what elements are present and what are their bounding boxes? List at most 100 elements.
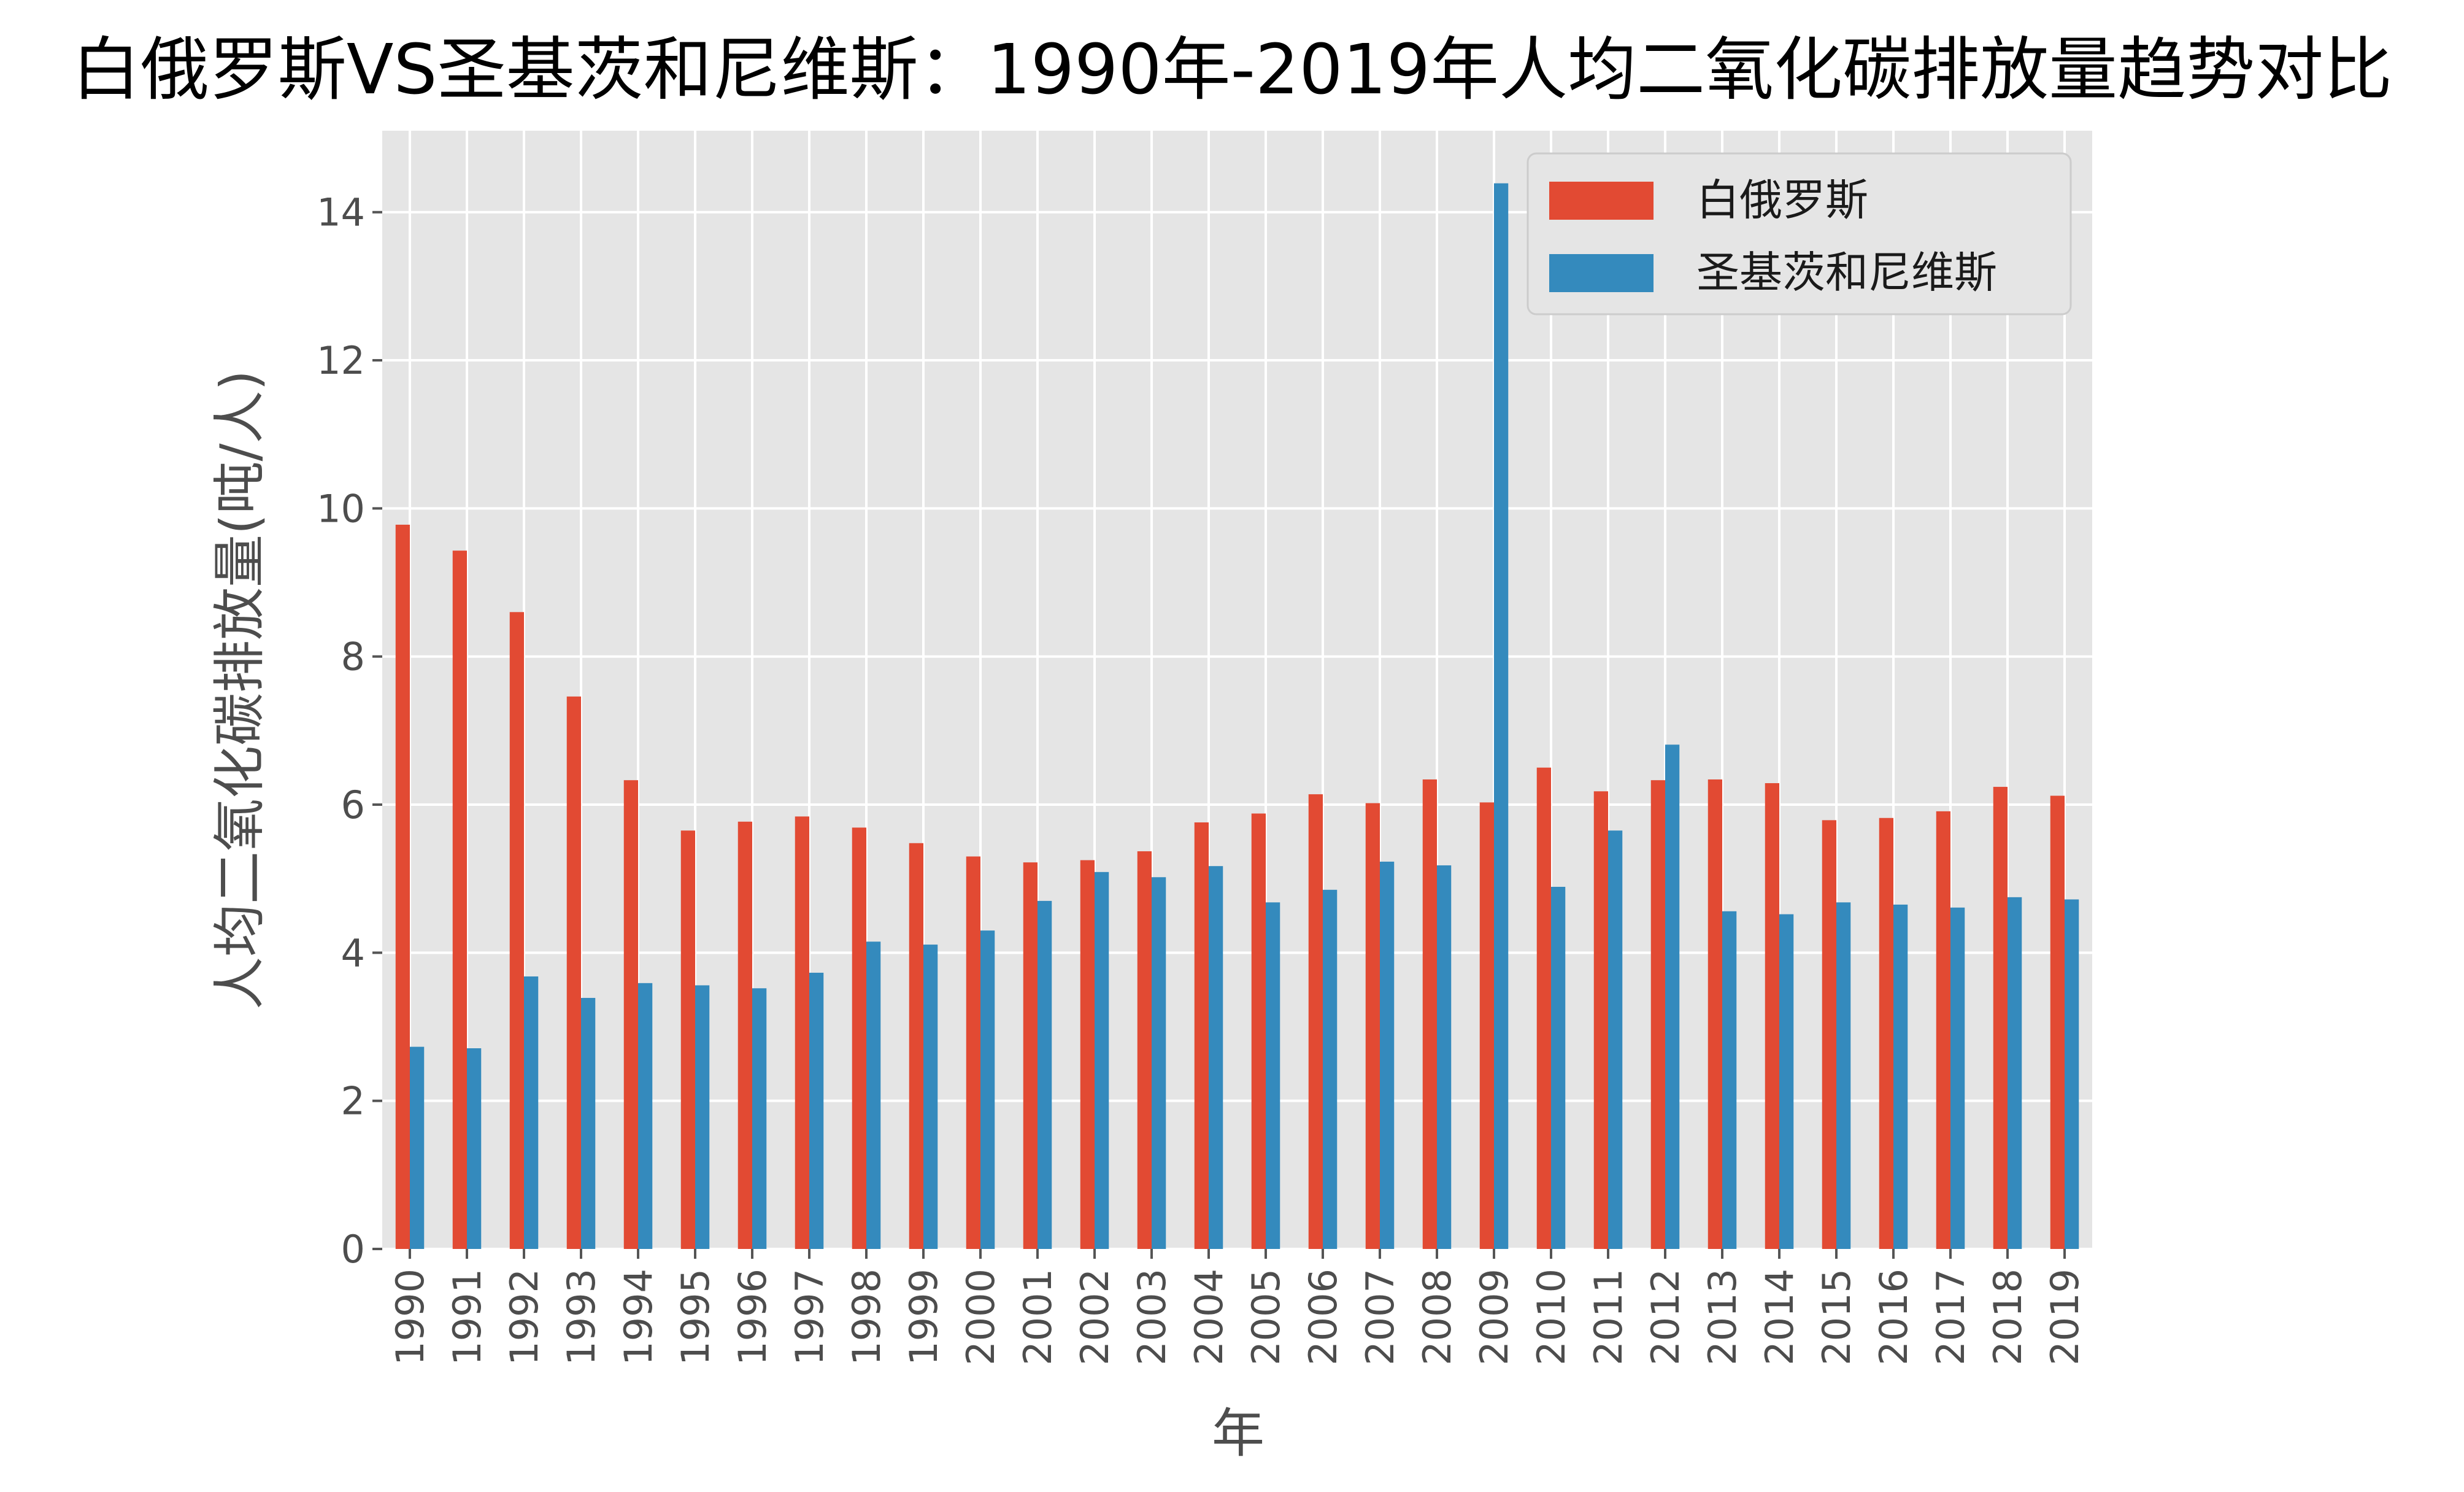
bar-saint-kitts-and-nevis-2001 [1038, 900, 1052, 1249]
bar-belarus-1997 [795, 816, 809, 1249]
x-tick-label: 2016 [1871, 1269, 1916, 1366]
bar-belarus-2004 [1194, 822, 1209, 1249]
y-tick-label: 4 [341, 930, 365, 975]
bar-belarus-2002 [1080, 860, 1095, 1249]
x-tick-label: 2013 [1700, 1269, 1745, 1366]
x-tick-label: 1997 [787, 1269, 832, 1366]
x-tick-label: 2005 [1244, 1269, 1288, 1366]
bar-saint-kitts-and-nevis-1993 [581, 997, 596, 1249]
y-axis-label: 人均二氧化碳排放量(吨/人) [209, 370, 271, 1010]
bar-saint-kitts-and-nevis-2011 [1608, 830, 1623, 1249]
x-tick-label: 2009 [1472, 1269, 1517, 1366]
bar-saint-kitts-and-nevis-2003 [1152, 877, 1166, 1249]
bar-saint-kitts-and-nevis-2002 [1095, 872, 1109, 1249]
x-tick-label: 2010 [1529, 1269, 1574, 1366]
bar-belarus-1995 [680, 830, 695, 1249]
bar-saint-kitts-and-nevis-2007 [1380, 861, 1395, 1249]
bar-saint-kitts-and-nevis-2015 [1836, 902, 1851, 1249]
bar-saint-kitts-and-nevis-1998 [866, 941, 881, 1249]
x-tick-label: 1990 [388, 1269, 433, 1366]
bar-belarus-2016 [1879, 818, 1893, 1249]
x-tick-label: 1991 [445, 1269, 490, 1366]
y-tick-label: 10 [317, 486, 365, 531]
legend-label-saint-kitts-and-nevis: 圣基茨和尼维斯 [1696, 247, 1997, 298]
x-tick-label: 2007 [1358, 1269, 1403, 1366]
chart-title: 白俄罗斯VS圣基茨和尼维斯：1990年-2019年人均二氧化碳排放量趋势对比 [72, 30, 2392, 110]
x-tick-label: 1995 [673, 1269, 718, 1366]
bar-belarus-2011 [1593, 791, 1608, 1249]
x-tick-label: 2003 [1130, 1269, 1174, 1366]
bar-belarus-2007 [1365, 803, 1380, 1249]
bar-belarus-1994 [623, 780, 638, 1249]
y-tick-label: 2 [341, 1079, 365, 1124]
bar-belarus-2013 [1707, 779, 1722, 1249]
legend-swatch-saint-kitts-and-nevis [1549, 254, 1654, 292]
bar-belarus-1990 [395, 524, 410, 1250]
x-tick-label: 1993 [559, 1269, 604, 1366]
bar-belarus-1999 [909, 843, 923, 1249]
bar-saint-kitts-and-nevis-1994 [638, 983, 653, 1249]
bar-saint-kitts-and-nevis-2018 [2008, 897, 2022, 1249]
legend-swatch-belarus [1549, 182, 1654, 220]
legend: 白俄罗斯 圣基茨和尼维斯 [1527, 152, 2072, 315]
x-axis: 1990 1991 1992 1993 1994 1995 1996 1997 1998 1999… [388, 1249, 2087, 1366]
x-tick-label: 2002 [1072, 1269, 1117, 1366]
bar-saint-kitts-and-nevis-2000 [980, 930, 995, 1249]
x-tick-label: 2001 [1015, 1269, 1060, 1366]
y-tick-label: 8 [341, 635, 365, 679]
bar-belarus-2003 [1137, 851, 1152, 1249]
x-tick-label: 1998 [844, 1269, 889, 1366]
bar-saint-kitts-and-nevis-2006 [1323, 889, 1338, 1249]
legend-label-belarus: 白俄罗斯 [1696, 175, 1868, 225]
x-tick-label: 2019 [2042, 1269, 2087, 1366]
x-tick-label: 2011 [1586, 1269, 1631, 1366]
bar-saint-kitts-and-nevis-1992 [524, 976, 539, 1249]
bar-belarus-2015 [1822, 820, 1836, 1249]
bar-saint-kitts-and-nevis-2008 [1437, 865, 1452, 1249]
bar-saint-kitts-and-nevis-2019 [2065, 899, 2079, 1249]
x-axis-label: 年 [1212, 1403, 1265, 1464]
y-tick-label: 14 [317, 190, 365, 235]
x-tick-label: 2006 [1301, 1269, 1346, 1366]
bar-belarus-2009 [1479, 802, 1494, 1249]
x-tick-label: 2012 [1643, 1269, 1688, 1366]
x-tick-label: 2018 [1985, 1269, 2030, 1366]
bar-saint-kitts-and-nevis-2010 [1551, 886, 1566, 1249]
bar-saint-kitts-and-nevis-2017 [1950, 907, 1965, 1249]
legend-box [1527, 152, 2072, 315]
y-tick-label: 6 [341, 783, 365, 827]
x-tick-label: 2014 [1757, 1269, 1802, 1366]
bar-belarus-1996 [737, 821, 752, 1249]
x-tick-label: 1999 [901, 1269, 946, 1366]
bars [395, 183, 2079, 1250]
bar-belarus-1992 [509, 612, 524, 1249]
bar-saint-kitts-and-nevis-1999 [923, 945, 938, 1249]
bar-saint-kitts-and-nevis-2013 [1722, 911, 1737, 1249]
bar-saint-kitts-and-nevis-1996 [752, 988, 767, 1249]
x-tick-label: 2000 [958, 1269, 1003, 1366]
bar-belarus-2001 [1023, 862, 1038, 1249]
bar-saint-kitts-and-nevis-2005 [1266, 902, 1280, 1249]
plot-area [382, 131, 2092, 1249]
bar-belarus-1998 [852, 827, 866, 1249]
x-tick-label: 2008 [1415, 1269, 1460, 1366]
bar-belarus-2000 [966, 856, 980, 1249]
bar-saint-kitts-and-nevis-1991 [467, 1048, 482, 1249]
x-tick-label: 2004 [1187, 1269, 1231, 1366]
bar-belarus-2005 [1251, 813, 1266, 1249]
x-tick-label: 1994 [616, 1269, 661, 1366]
y-tick-label: 12 [317, 338, 365, 383]
bar-belarus-2019 [2050, 795, 2065, 1249]
bar-belarus-2017 [1936, 811, 1950, 1249]
bar-saint-kitts-and-nevis-1997 [809, 972, 824, 1249]
bar-belarus-2008 [1422, 779, 1437, 1249]
bar-saint-kitts-and-nevis-1990 [410, 1046, 425, 1249]
bar-belarus-2018 [1993, 787, 2008, 1249]
bar-belarus-2006 [1308, 794, 1323, 1249]
y-axis: 0 2 4 6 8 10 12 14 [317, 190, 382, 1272]
bar-belarus-1993 [566, 696, 581, 1249]
bar-saint-kitts-and-nevis-2012 [1665, 744, 1680, 1249]
bar-saint-kitts-and-nevis-2016 [1893, 904, 1908, 1249]
x-tick-label: 2015 [1814, 1269, 1859, 1366]
